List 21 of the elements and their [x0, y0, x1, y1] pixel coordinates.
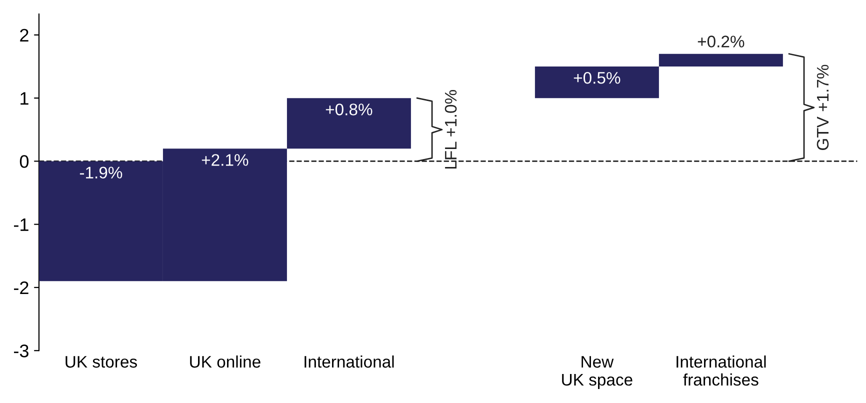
- x-tick-label: New UK space: [562, 356, 632, 389]
- data-label: +2.1%: [202, 154, 248, 166]
- y-tick-label: -3: [14, 344, 28, 358]
- bar: [534, 66, 659, 98]
- x-tick-label: UK stores: [66, 356, 137, 368]
- data-label: -1.9%: [80, 166, 122, 178]
- data-label: +0.8%: [326, 104, 372, 116]
- x-tick-label: UK online: [190, 355, 260, 368]
- y-tick-label: 1: [20, 92, 28, 105]
- bar: [286, 98, 411, 149]
- y-tick-label: 0: [20, 155, 29, 168]
- annotation: GTV +1.7%: [816, 64, 829, 150]
- y-tick-label: -1: [14, 218, 28, 231]
- data-label: +0.2%: [698, 36, 744, 48]
- data-label: +0.5%: [574, 72, 620, 84]
- y-tick-label: 2: [20, 28, 28, 42]
- y-tick-label: -2: [14, 281, 28, 294]
- x-tick-label: International franchises: [676, 355, 766, 386]
- annotation: LFL +1.0%: [444, 90, 457, 168]
- x-tick-label: International: [304, 355, 394, 368]
- bar: [658, 54, 783, 67]
